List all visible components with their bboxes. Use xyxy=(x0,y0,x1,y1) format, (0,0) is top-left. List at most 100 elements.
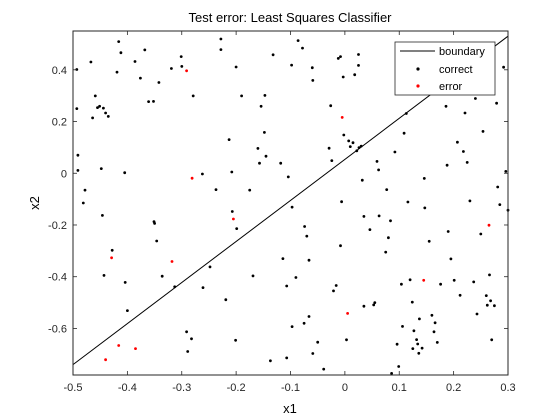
correct-point xyxy=(133,60,137,63)
x-tick-label: -0.4 xyxy=(118,382,137,394)
legend-boundary-label: boundary xyxy=(439,46,485,58)
correct-point xyxy=(102,274,106,277)
chart-title: Test error: Least Squares Classifier xyxy=(188,10,392,25)
correct-point xyxy=(485,303,489,307)
correct-point xyxy=(269,359,272,363)
correct-point xyxy=(348,145,352,149)
correct-point xyxy=(201,172,204,176)
correct-point xyxy=(75,107,79,110)
correct-point xyxy=(375,160,379,163)
correct-point xyxy=(387,236,390,240)
correct-point xyxy=(185,330,189,334)
x-tick-label: 0.1 xyxy=(392,382,407,394)
correct-point xyxy=(401,325,404,328)
correct-point xyxy=(417,351,421,355)
correct-point xyxy=(334,284,338,287)
correct-point xyxy=(301,46,304,50)
correct-point xyxy=(472,280,476,284)
correct-point xyxy=(147,100,151,103)
error-point xyxy=(170,260,174,263)
correct-point xyxy=(372,303,376,307)
correct-point xyxy=(115,70,119,74)
correct-point xyxy=(143,48,147,52)
correct-point xyxy=(445,163,449,167)
correct-point xyxy=(397,365,401,368)
legend-correct-swatch xyxy=(416,67,420,71)
correct-point xyxy=(408,278,412,282)
legend-error-swatch xyxy=(416,84,420,88)
x-tick-label: -0.3 xyxy=(172,382,191,394)
correct-point xyxy=(160,274,164,278)
correct-point xyxy=(201,286,205,289)
correct-point xyxy=(435,341,439,344)
correct-point xyxy=(422,177,426,180)
correct-point xyxy=(76,153,80,157)
correct-point xyxy=(389,219,392,223)
error-point xyxy=(185,69,189,73)
error-point xyxy=(232,217,235,221)
correct-point xyxy=(327,146,331,150)
correct-point xyxy=(336,57,340,60)
correct-point xyxy=(219,48,223,51)
correct-point xyxy=(296,39,300,42)
correct-point xyxy=(393,150,397,154)
correct-point xyxy=(98,104,101,108)
correct-point xyxy=(416,342,420,346)
correct-point xyxy=(474,97,477,100)
x-tick-label: 0.2 xyxy=(446,382,461,394)
correct-point xyxy=(340,200,343,204)
correct-point xyxy=(307,258,311,262)
correct-point xyxy=(240,94,244,98)
error-point xyxy=(346,312,349,315)
correct-point xyxy=(355,149,359,153)
correct-point xyxy=(357,64,360,67)
correct-point xyxy=(481,130,485,133)
correct-point xyxy=(452,278,456,282)
correct-point xyxy=(390,372,393,375)
correct-point xyxy=(219,37,223,41)
correct-point xyxy=(353,73,357,77)
correct-point xyxy=(123,281,127,284)
correct-point xyxy=(89,60,93,64)
correct-point xyxy=(418,317,421,321)
correct-point xyxy=(173,285,177,289)
correct-point xyxy=(465,161,469,164)
correct-point xyxy=(339,55,342,58)
y-tick-label: 0 xyxy=(61,168,67,180)
correct-point xyxy=(496,185,500,189)
correct-point xyxy=(230,210,234,213)
correct-point xyxy=(208,265,212,269)
correct-point xyxy=(248,188,252,192)
legend-correct-label: correct xyxy=(439,64,473,76)
correct-point xyxy=(153,222,157,225)
y-tick-label: -0.6 xyxy=(48,323,67,335)
correct-point xyxy=(170,67,173,70)
correct-point xyxy=(463,111,467,115)
error-point xyxy=(110,256,113,260)
correct-point xyxy=(468,199,472,203)
correct-point xyxy=(345,338,348,342)
legend: boundary correct error xyxy=(394,41,496,96)
points-layer xyxy=(75,37,510,375)
correct-point xyxy=(186,350,190,353)
correct-point xyxy=(251,274,255,278)
correct-point xyxy=(493,304,496,308)
correct-point xyxy=(119,51,123,55)
correct-point xyxy=(290,63,293,67)
correct-point xyxy=(190,337,193,341)
x-tick-label: -0.1 xyxy=(281,382,300,394)
correct-point xyxy=(152,100,155,103)
correct-point xyxy=(234,65,238,69)
correct-point xyxy=(362,304,366,308)
correct-point xyxy=(449,257,453,261)
correct-point xyxy=(214,188,218,192)
correct-point xyxy=(462,150,465,153)
correct-point xyxy=(230,170,234,174)
correct-point xyxy=(281,257,285,260)
x-axis: -0.5 -0.4 -0.3 -0.2 -0.1 0 0.1 0.2 0.3 xyxy=(64,31,516,394)
correct-point xyxy=(495,101,498,105)
error-point xyxy=(104,358,107,362)
correct-point xyxy=(373,301,377,304)
correct-point xyxy=(430,313,434,317)
